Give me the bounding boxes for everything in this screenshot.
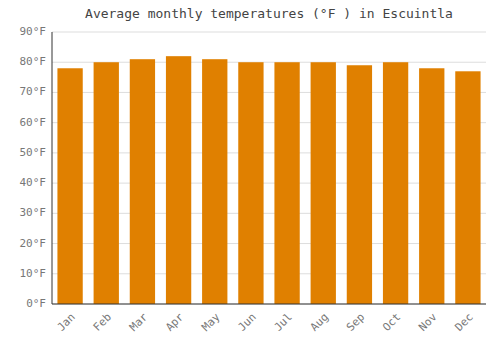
grid (52, 32, 486, 304)
y-tick-label: 90°F (20, 25, 47, 38)
x-tick-label: Apr (163, 310, 187, 334)
y-tick-labels: 0°F 10°F 20°F 30°F 40°F 50°F 60°F 70°F 80°F 90°F (20, 25, 47, 310)
y-tick-label: 40°F (20, 176, 47, 189)
chart: 0°F 10°F 20°F 30°F 40°F 50°F 60°F 70°F 80°F 90°F J… (0, 0, 500, 350)
bars (57, 56, 480, 304)
x-tick-label: Mar (127, 310, 151, 334)
bar (311, 62, 336, 304)
y-axis-line (52, 32, 53, 304)
bar (130, 59, 155, 304)
bar (57, 68, 82, 304)
x-tick-label: May (199, 310, 223, 334)
x-tick-label: Nov (416, 310, 440, 334)
y-tick-label: 70°F (20, 85, 47, 98)
grid-line (52, 32, 486, 33)
x-tick-label: Feb (91, 311, 114, 334)
bar (238, 62, 263, 304)
x-tick-label: Jun (235, 311, 258, 334)
bar (347, 65, 372, 304)
bar (274, 62, 299, 304)
grid-line (52, 304, 486, 305)
chart-container: 0°F 10°F 20°F 30°F 40°F 50°F 60°F 70°F 80°F 90°F J… (0, 0, 500, 350)
x-tick-label: Aug (308, 311, 331, 334)
bar (94, 62, 119, 304)
y-tick-label: 60°F (20, 116, 47, 129)
y-tick-label: 10°F (20, 267, 47, 280)
y-tick-label: 20°F (20, 237, 47, 250)
y-tick-label: 0°F (26, 297, 46, 310)
x-tick-label: Jan (55, 311, 78, 334)
x-tick-label: Oct (380, 311, 403, 334)
y-tick-label: 80°F (20, 55, 47, 68)
x-tick-label: Sep (344, 311, 367, 334)
bar (419, 68, 444, 304)
y-tick-label: 50°F (20, 146, 47, 159)
x-axis-line (52, 304, 486, 305)
title: Average monthly temperatures (°F ) in Es… (85, 6, 453, 21)
bar (383, 62, 408, 304)
bar (166, 56, 191, 304)
bar (202, 59, 227, 304)
x-tick-labels: Jan Feb Mar Apr May Jun Jul Aug Sep Oct Nov Dec (55, 310, 476, 334)
x-tick-label: Jul (272, 311, 295, 334)
y-tick-label: 30°F (20, 206, 47, 219)
x-tick-label: Dec (452, 311, 475, 334)
bar (455, 71, 480, 304)
